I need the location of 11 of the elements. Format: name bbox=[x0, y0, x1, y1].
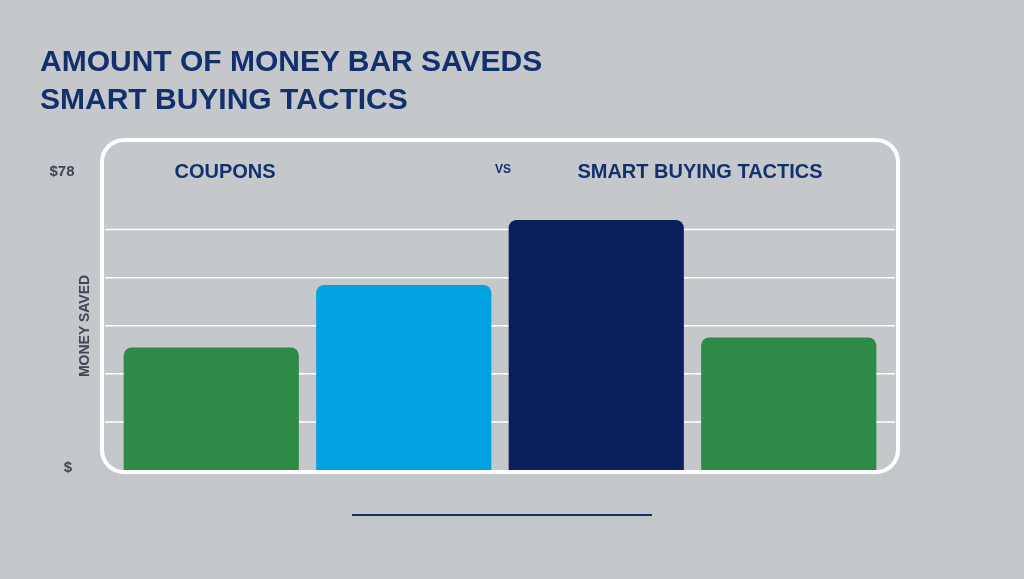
text: SMART BUYING TACTICS bbox=[577, 159, 823, 182]
chart-title: AMOUNT OF MONEY BAR SAVEDS SMART BUYING TACTICS bbox=[40, 43, 543, 117]
text: $78 bbox=[49, 162, 75, 180]
text: COUPONS bbox=[174, 159, 276, 182]
y-axis-title: MONEY SAVED bbox=[76, 274, 92, 378]
text: $ bbox=[63, 458, 73, 476]
bar bbox=[123, 347, 299, 470]
bar bbox=[508, 220, 684, 470]
bar bbox=[316, 285, 492, 470]
text: VS bbox=[494, 162, 512, 177]
bar bbox=[701, 337, 877, 470]
